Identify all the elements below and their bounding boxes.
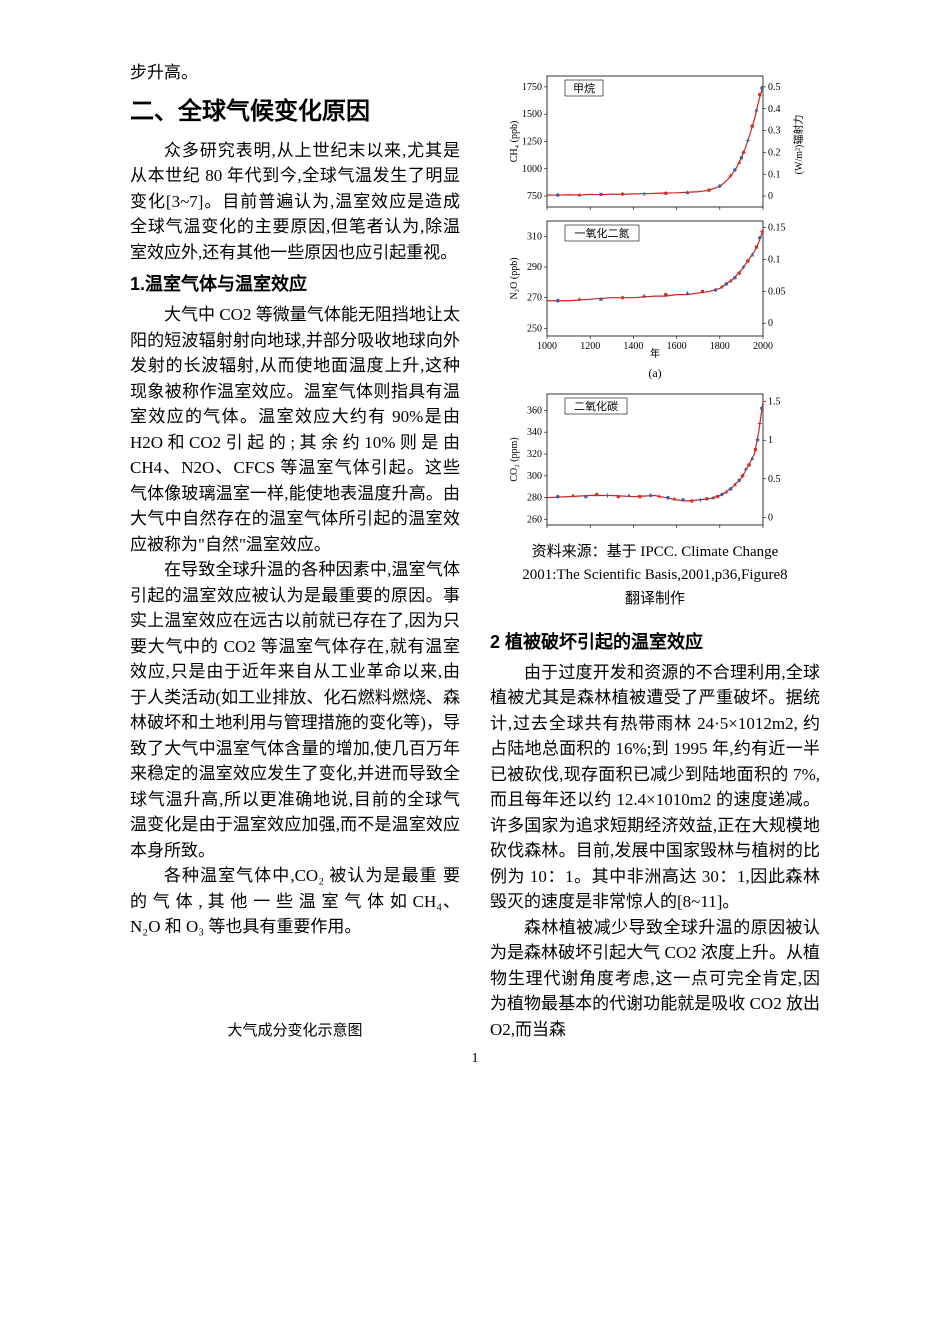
svg-text:二氧化碳: 二氧化碳 [574, 399, 618, 413]
svg-text:一氧化二氮: 一氧化二氮 [575, 226, 630, 240]
continuation-text: 步升高。 [130, 60, 460, 86]
svg-text:320: 320 [527, 449, 542, 460]
subsection-1-heading: 1.温室气体与温室效应 [130, 271, 460, 298]
co2-chart-panel: 260 280 300 320 340 360 0 0.5 1 1.5 CO₂ (ppm) 二氧化碳 [490, 386, 820, 531]
n2o-chart-panel: 1000 1200 1400 1600 1800 2000 年 250 270 290 310 0 0.… [490, 213, 820, 358]
page-number: 1 [0, 1051, 950, 1067]
svg-text:CH₄ (ppb): CH₄ (ppb) [509, 121, 520, 163]
figure-source-caption: 资料来源：基于 IPCC. Climate Change 2001:The Sc… [490, 541, 820, 611]
section-two-title: 二、全球气候变化原因 [130, 94, 460, 130]
svg-text:0.1: 0.1 [768, 169, 781, 180]
svg-text:0: 0 [768, 191, 773, 202]
svg-text:280: 280 [527, 493, 542, 504]
svg-text:0.1: 0.1 [768, 254, 781, 265]
svg-text:1400: 1400 [623, 341, 643, 352]
para-2b: 森林植被减少导致全球升温的原因被认为是森林破坏引起大气 CO2 浓度上升。从植物… [490, 915, 820, 1043]
methane-chart: 750 1000 1250 1500 1750 0 0.1 0.2 0.3 0.4 0.5 CH₄ (… [490, 68, 820, 213]
svg-text:年: 年 [650, 347, 660, 358]
co2-chart: 260 280 300 320 340 360 0 0.5 1 1.5 CO₂ (ppm) 二氧化碳 [490, 386, 820, 531]
svg-text:750: 750 [527, 191, 542, 202]
svg-text:1500: 1500 [522, 109, 542, 120]
fig-source-line2: 2001:The Scientific Basis,2001,p36,Figur… [522, 567, 787, 583]
svg-text:1200: 1200 [580, 341, 600, 352]
svg-text:260: 260 [527, 515, 542, 526]
panel-a-label: (a) [490, 364, 820, 382]
para-1b: 在导致全球升温的各种因素中,温室气体引起的温室效应被认为是最重要的原因。事实上温… [130, 557, 460, 863]
svg-text:0.2: 0.2 [768, 147, 781, 158]
svg-text:1000: 1000 [522, 164, 542, 175]
svg-text:CO₂ (ppm): CO₂ (ppm) [509, 437, 520, 481]
svg-text:270: 270 [527, 293, 542, 304]
subsection-2-heading: 2 植被破坏引起的温室效应 [490, 629, 820, 656]
svg-text:1000: 1000 [537, 341, 557, 352]
fig-source-line3: 翻译制作 [625, 591, 685, 607]
svg-text:300: 300 [527, 471, 542, 482]
page-container: 步升高。 二、全球气候变化原因 众多研究表明,从上世纪末以来,尤其是从本世纪 8… [0, 0, 950, 1082]
svg-text:0.3: 0.3 [768, 126, 781, 137]
svg-text:(W/m²): (W/m²) [794, 145, 805, 175]
svg-text:0.5: 0.5 [768, 474, 781, 485]
left-column: 步升高。 二、全球气候变化原因 众多研究表明,从上世纪末以来,尤其是从本世纪 8… [130, 60, 460, 1042]
n2o-chart: 1000 1200 1400 1600 1800 2000 年 250 270 290 310 0 0.… [490, 213, 820, 358]
intro-paragraph: 众多研究表明,从上世纪末以来,尤其是从本世纪 80 年代到今,全球气温发生了明显… [130, 138, 460, 266]
svg-text:360: 360 [527, 405, 542, 416]
svg-text:1.5: 1.5 [768, 397, 781, 408]
svg-text:0.4: 0.4 [768, 104, 781, 115]
svg-text:2000: 2000 [753, 341, 773, 352]
para-1a: 大气中 CO2 等微量气体能无阻挡地让太阳的短波辐射射向地球,并部分吸收地球向外… [130, 302, 460, 557]
svg-text:0.5: 0.5 [768, 82, 781, 93]
svg-text:310: 310 [527, 231, 542, 242]
svg-text:1: 1 [768, 435, 773, 446]
figure-caption-left: 大气成分变化示意图 [130, 1020, 460, 1043]
svg-text:辐射力: 辐射力 [792, 115, 805, 145]
svg-text:甲烷: 甲烷 [573, 81, 595, 95]
fig-source-line1: 资料来源：基于 IPCC. Climate Change [532, 544, 779, 560]
svg-text:0: 0 [768, 512, 773, 523]
svg-text:290: 290 [527, 262, 542, 273]
svg-text:0.05: 0.05 [768, 286, 786, 297]
svg-text:0.15: 0.15 [768, 222, 786, 233]
svg-text:1600: 1600 [667, 341, 687, 352]
methane-chart-panel: 750 1000 1250 1500 1750 0 0.1 0.2 0.3 0.4 0.5 CH₄ (… [490, 68, 820, 213]
greenhouse-gas-charts: 750100012501500175000.10.20.30.40.5CH₄ (… [490, 68, 820, 531]
svg-text:250: 250 [527, 323, 542, 334]
svg-text:1750: 1750 [522, 82, 542, 93]
para-2a: 由于过度开发和资源的不合理利用,全球植被尤其是森林植被遭受了严重破坏。据统计,过… [490, 660, 820, 915]
para-1c: 各种温室气体中,CO₂ 被认为是最重 要 的 气 体 , 其 他 一 些 温 室… [130, 863, 460, 940]
svg-text:N₂O (ppb): N₂O (ppb) [509, 257, 520, 299]
svg-text:1250: 1250 [522, 137, 542, 148]
svg-text:0: 0 [768, 318, 773, 329]
svg-text:1800: 1800 [710, 341, 730, 352]
svg-text:340: 340 [527, 427, 542, 438]
right-column: 750100012501500175000.10.20.30.40.5CH₄ (… [490, 60, 820, 1042]
